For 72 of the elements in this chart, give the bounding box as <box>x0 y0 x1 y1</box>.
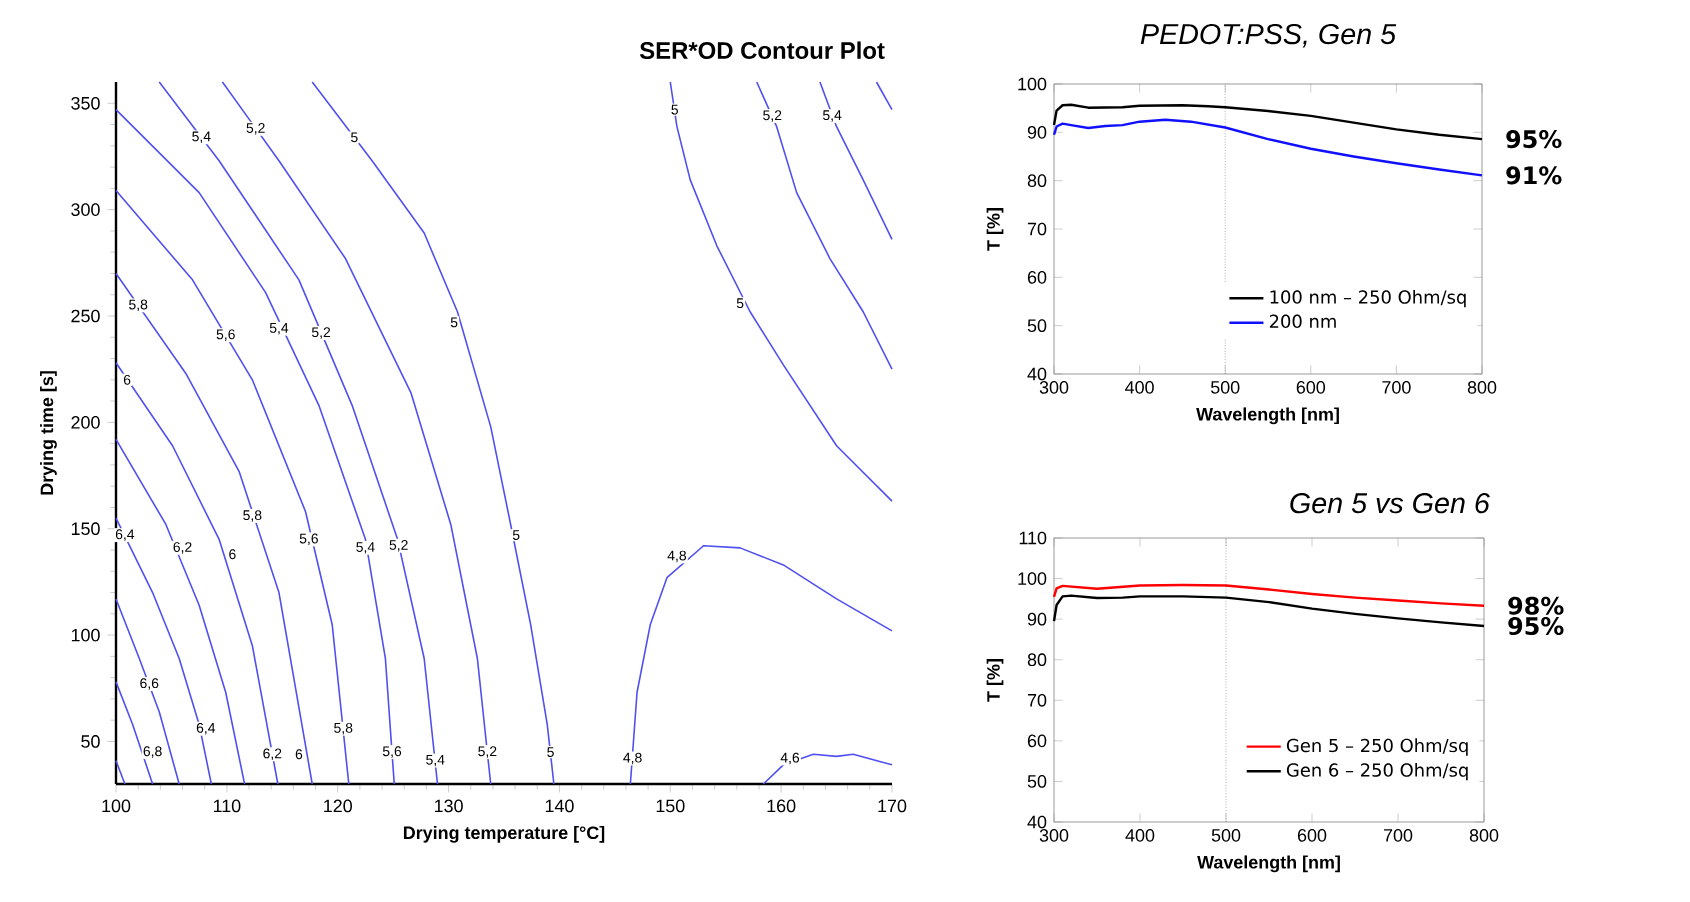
x-tick-label: 700 <box>1383 829 1413 842</box>
y-tick-label: 150 <box>71 522 100 536</box>
y-tick-label: 80 <box>1027 174 1047 188</box>
y-tick-label: 200 <box>71 416 100 429</box>
line-series <box>1052 594 1486 628</box>
y-tick-label: 50 <box>1027 775 1047 788</box>
y-tick-label: 350 <box>71 96 100 110</box>
y-tick-label: 100 <box>1018 77 1047 91</box>
x-tick-label: 500 <box>1211 829 1241 842</box>
legend-label: 100 nm – 250 Ohm/sq <box>1270 289 1466 308</box>
x-tick-label: 400 <box>1125 829 1155 842</box>
x-tick-label: 150 <box>656 799 685 813</box>
line-series <box>115 598 180 785</box>
line-series <box>115 272 314 785</box>
x-tick-label: 500 <box>1210 381 1240 394</box>
line-series <box>669 81 893 502</box>
line-series <box>1052 583 1486 607</box>
x-tick-label: 700 <box>1382 381 1411 394</box>
annotation: 95% <box>1508 617 1564 636</box>
y-tick-label: 80 <box>1027 653 1047 667</box>
y-tick-label: 110 <box>1019 531 1047 545</box>
x-axis-title: Wavelength [nm] <box>1197 855 1340 873</box>
x-axis-title: Wavelength [nm] <box>1196 407 1339 425</box>
line-series <box>115 517 213 785</box>
y-tick-label: 90 <box>1027 612 1047 626</box>
line-series <box>115 189 350 785</box>
y-axis-title: T [%] <box>986 659 1004 702</box>
line-series <box>1052 118 1484 177</box>
x-tick-label: 600 <box>1297 829 1327 842</box>
line-series <box>762 753 893 785</box>
x-tick-label: 110 <box>213 799 241 813</box>
line-series <box>819 81 893 241</box>
x-tick-label: 800 <box>1469 829 1499 842</box>
y-tick-label: 40 <box>1027 815 1047 829</box>
y-axis-title: Drying time [s] <box>40 371 57 495</box>
chart-title: Gen 5 vs Gen 6 <box>1290 493 1490 514</box>
y-axis-title: T [%] <box>986 208 1004 251</box>
y-tick-label: 60 <box>1027 734 1047 748</box>
legend-label: 200 nm <box>1269 314 1336 329</box>
annotation: 95% <box>1506 130 1562 149</box>
y-tick-label: 70 <box>1027 693 1047 707</box>
x-tick-label: 600 <box>1296 381 1326 394</box>
annotation: 98% <box>1508 596 1564 615</box>
x-tick-label: 160 <box>767 799 796 813</box>
chart-title: SER*OD Contour Plot <box>639 41 885 59</box>
x-tick-label: 140 <box>545 799 574 813</box>
x-tick-label: 120 <box>324 799 352 813</box>
x-tick-label: 300 <box>1039 829 1069 842</box>
y-tick-label: 50 <box>1027 319 1047 333</box>
y-tick-label: 40 <box>1027 367 1047 381</box>
x-tick-label: 100 <box>102 799 131 813</box>
x-tick-label: 400 <box>1125 381 1154 394</box>
y-tick-label: 100 <box>1018 572 1047 585</box>
y-tick-label: 90 <box>1027 125 1047 139</box>
x-tick-label: 130 <box>434 799 463 813</box>
x-tick-label: 170 <box>878 799 907 813</box>
line-series <box>755 81 893 370</box>
x-tick-label: 300 <box>1039 381 1069 394</box>
line-series <box>115 362 279 785</box>
y-tick-label: 100 <box>71 628 100 642</box>
legend-label: Gen 5 – 250 Ohm/sq <box>1286 738 1468 756</box>
y-tick-label: 50 <box>81 735 100 748</box>
annotation: 91% <box>1506 166 1562 185</box>
legend-label: Gen 6 – 250 Ohm/sq <box>1286 762 1468 781</box>
y-tick-label: 300 <box>71 203 100 216</box>
y-tick-label: 250 <box>71 309 100 323</box>
y-tick-label: 70 <box>1027 222 1047 236</box>
x-tick-label: 800 <box>1467 381 1497 394</box>
line-series <box>115 438 246 785</box>
x-axis-title: Drying temperature [°C] <box>403 825 605 843</box>
chart-title: PEDOT:PSS, Gen 5 <box>1140 23 1397 48</box>
y-tick-label: 60 <box>1027 270 1047 284</box>
